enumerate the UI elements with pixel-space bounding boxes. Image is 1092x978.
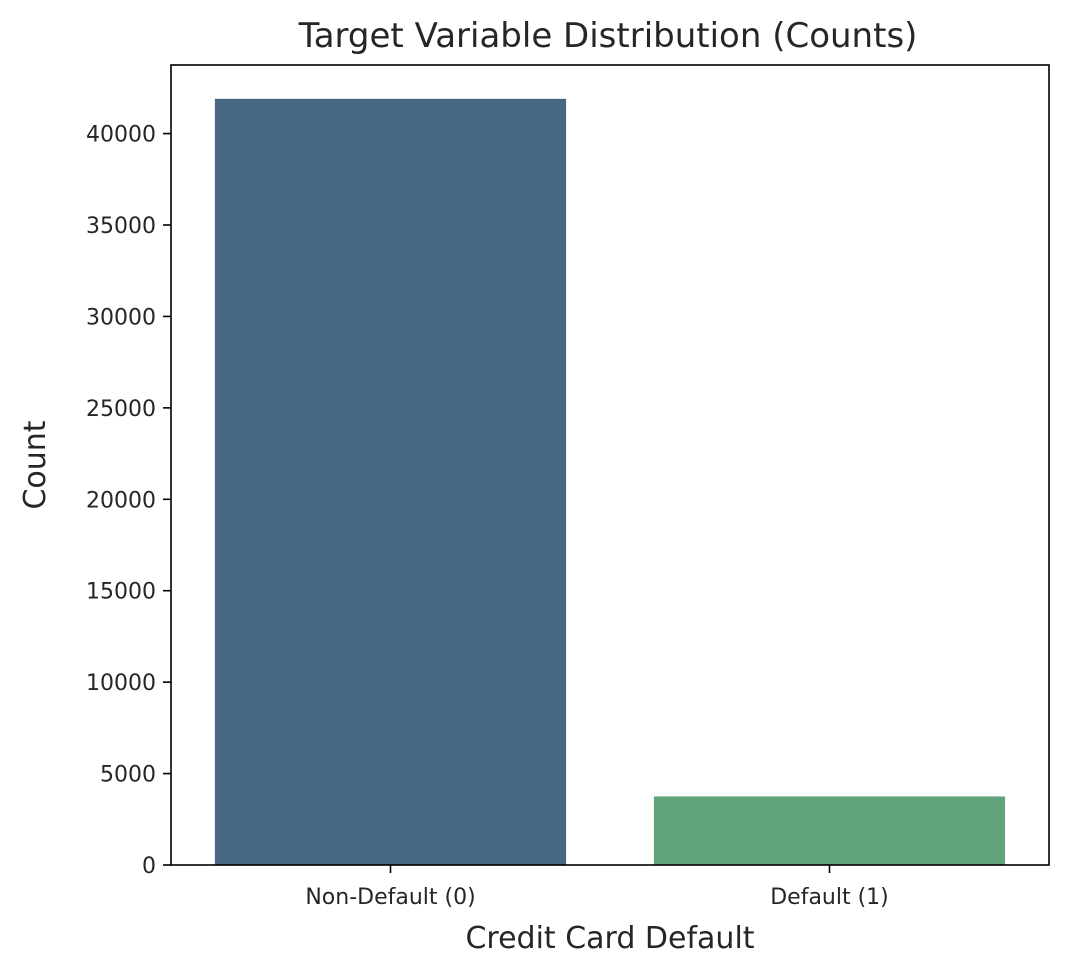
- y-tick-label: 0: [142, 854, 156, 879]
- x-tick-label: Default (1): [770, 885, 889, 910]
- x-axis-label: Credit Card Default: [465, 921, 754, 956]
- y-axis-label: Count: [18, 420, 53, 509]
- y-tick-label: 30000: [86, 305, 156, 330]
- y-tick-label: 20000: [86, 488, 156, 513]
- bars-layer: [214, 98, 1006, 865]
- y-tick-label: 15000: [86, 580, 156, 605]
- y-tick-label: 25000: [86, 397, 156, 422]
- y-tick-label: 35000: [86, 214, 156, 239]
- x-tick-label: Non-Default (0): [305, 885, 475, 910]
- y-tick-label: 10000: [86, 671, 156, 696]
- y-axis: 0 5000 10000 15000 20000 25000 30000 35000 40000: [86, 123, 171, 879]
- y-tick-label: 40000: [86, 123, 156, 148]
- plot-frame: [170, 64, 1050, 866]
- y-tick-label: 5000: [100, 763, 156, 788]
- bar-0: [214, 98, 567, 865]
- x-axis: Non-Default (0) Default (1): [305, 865, 889, 910]
- chart-title: Target Variable Distribution (Counts): [298, 16, 918, 56]
- bar-1: [653, 796, 1006, 865]
